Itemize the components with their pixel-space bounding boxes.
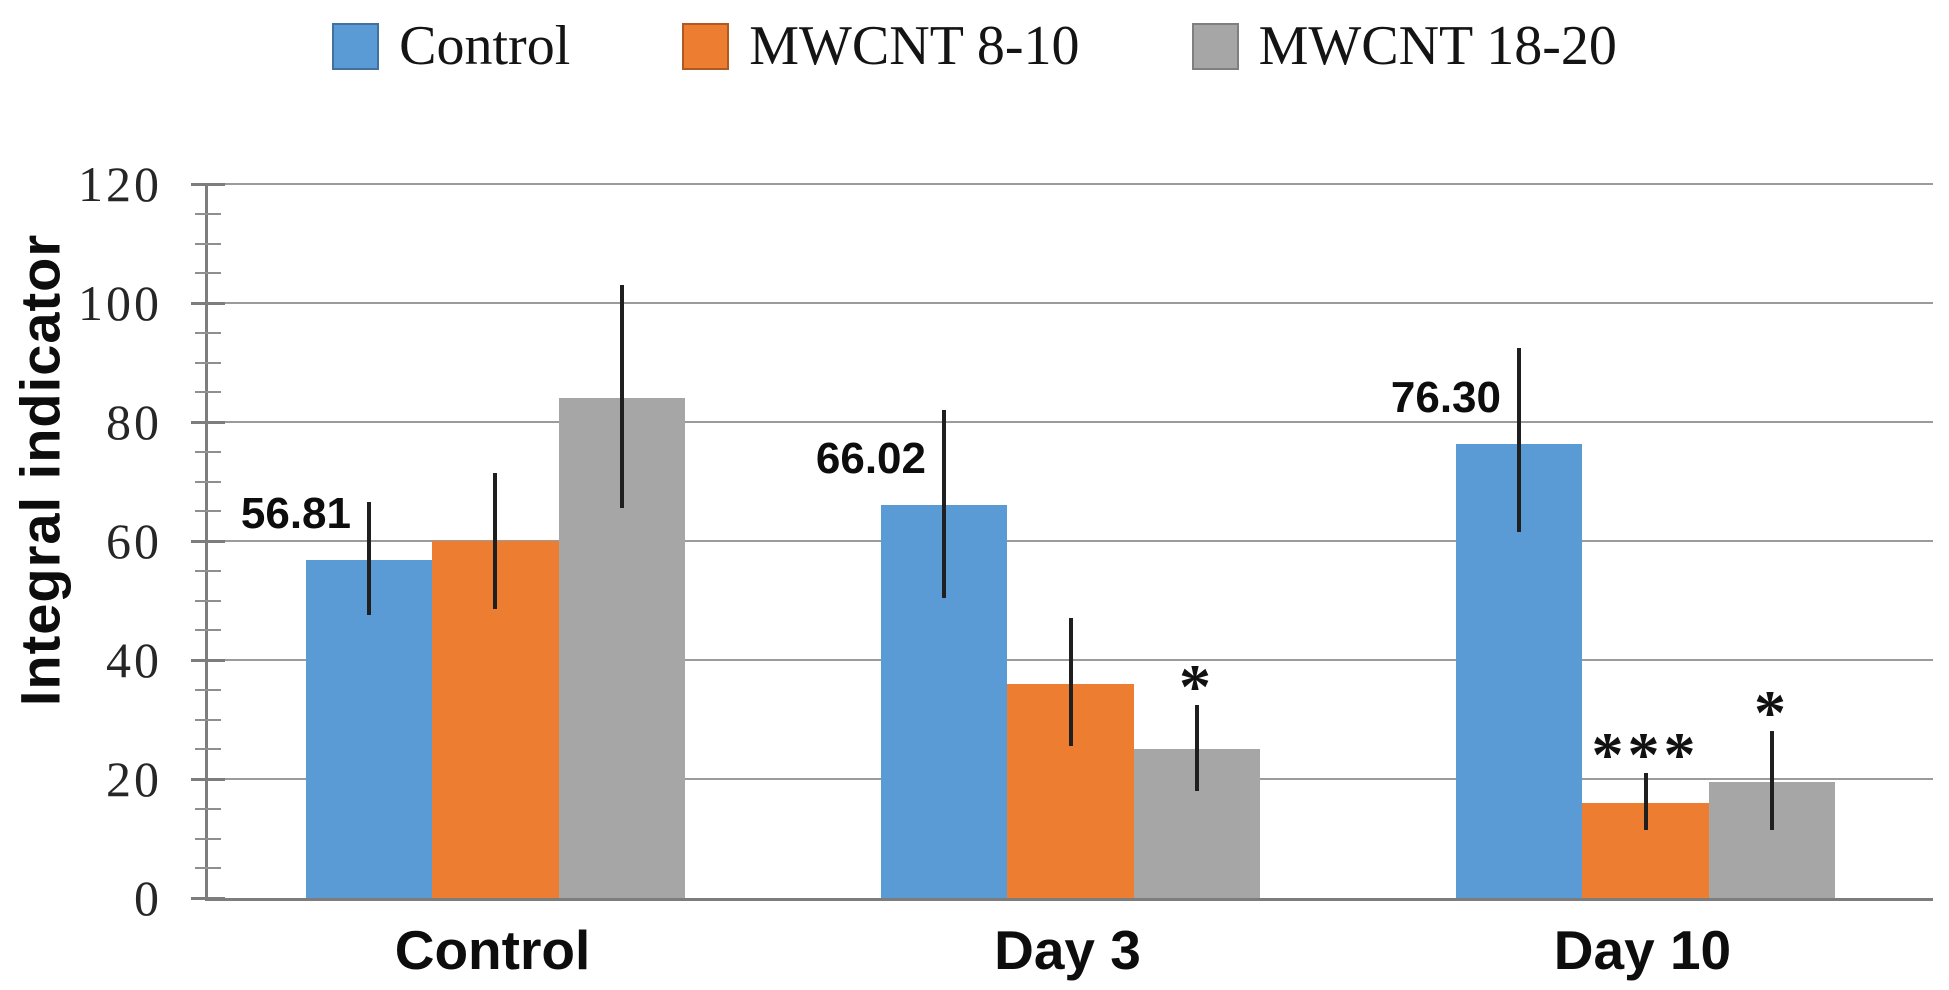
x-category-label: Day 10 [1553, 919, 1732, 981]
legend-swatch [332, 22, 380, 70]
y-tick-minor [195, 480, 221, 483]
y-tick-minor [195, 837, 221, 840]
significance-annotation: *** [1591, 719, 1700, 791]
legend-item: Control [332, 18, 570, 74]
y-tick-minor [195, 242, 221, 245]
error-bar [493, 472, 498, 610]
y-tick-minor [195, 361, 221, 364]
y-tick-minor [195, 629, 221, 632]
y-tick-major [191, 777, 225, 781]
y-tick-major [191, 896, 225, 900]
x-category-label: Day 3 [994, 919, 1141, 981]
y-tick-minor [195, 807, 221, 810]
y-tick-label: 20 [106, 751, 162, 808]
error-bar [1517, 347, 1521, 533]
bar-data-label: 66.02 [815, 434, 926, 484]
legend-label: Control [399, 15, 571, 77]
error-bar [366, 502, 371, 616]
y-tick-minor [195, 688, 221, 691]
y-tick-minor [195, 748, 221, 751]
y-tick-minor [195, 599, 221, 602]
y-tick-major [191, 539, 225, 543]
legend-swatch [682, 22, 730, 70]
legend-swatch [1191, 22, 1239, 70]
gridline [208, 183, 1933, 185]
legend-label: MWCNT 8-10 [749, 15, 1080, 77]
y-tick-label: 120 [78, 156, 162, 212]
x-category-label: Control [394, 919, 591, 981]
error-bar [1643, 773, 1648, 830]
y-tick-major [191, 182, 225, 186]
y-tick-label: 80 [106, 394, 162, 451]
y-tick-major [191, 301, 225, 305]
y-tick-label: 60 [106, 513, 162, 569]
y-tick-minor [195, 718, 221, 721]
significance-annotation: * [1179, 650, 1215, 722]
y-tick-minor [195, 272, 221, 275]
gridline [208, 421, 1933, 424]
y-tick-minor [195, 510, 221, 513]
gridline [208, 302, 1933, 304]
bar [305, 559, 433, 898]
error-bar [620, 285, 624, 509]
y-tick-minor [195, 331, 221, 334]
plot-area: 56.81 66.02 * 76.30 *** * [191, 182, 1933, 901]
y-tick-minor [195, 569, 221, 572]
legend-item: MWCNT 18-20 [1191, 15, 1617, 77]
y-axis-tick-labels: 0 20 40 60 80 100 120 [0, 158, 178, 924]
bar-data-label: 56.81 [240, 488, 351, 538]
gridline [208, 540, 1933, 542]
y-tick-minor [195, 867, 221, 870]
legend-label: MWCNT 18-20 [1258, 15, 1617, 77]
y-tick-minor [195, 212, 221, 215]
legend: Control MWCNT 8-10 MWCNT 18-20 [0, 12, 1949, 80]
x-axis-category-labels: Control Day 3 Day 10 [205, 918, 1930, 982]
y-tick-label: 40 [106, 632, 162, 689]
error-bar [942, 410, 946, 598]
legend-item: MWCNT 8-10 [682, 15, 1080, 77]
bar-data-label: 76.30 [1390, 373, 1501, 423]
y-tick-major [191, 658, 225, 662]
error-bar [1195, 704, 1199, 791]
y-tick-label: 0 [134, 870, 162, 926]
y-tick-minor [195, 391, 221, 394]
error-bar [1770, 731, 1774, 830]
error-bar [1068, 618, 1073, 747]
significance-annotation: * [1754, 677, 1790, 749]
y-tick-minor [195, 450, 221, 453]
y-tick-major [191, 420, 225, 424]
y-tick-label: 100 [78, 275, 162, 331]
